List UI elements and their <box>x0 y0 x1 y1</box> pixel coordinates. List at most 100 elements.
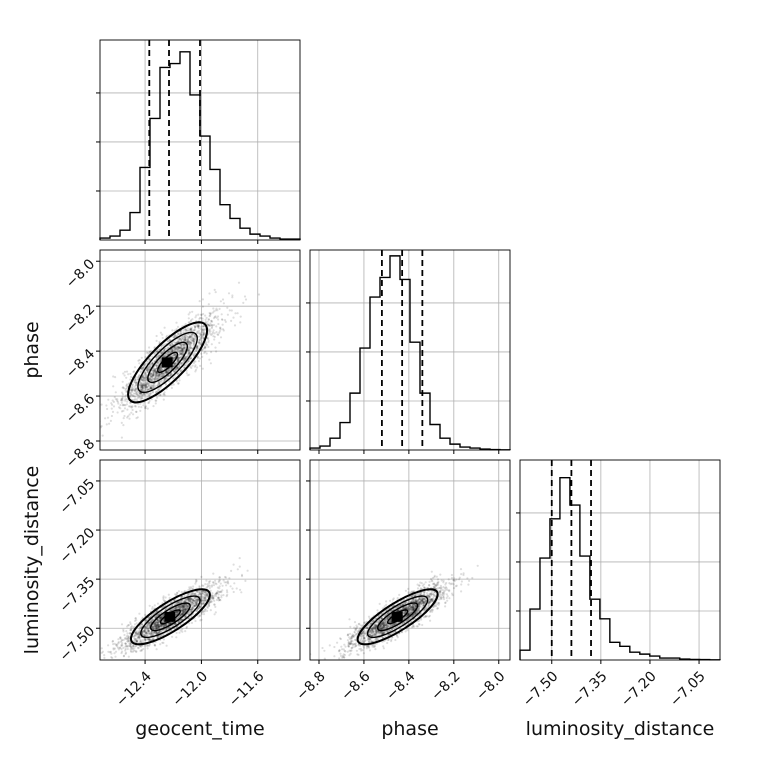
sample-point <box>128 632 131 635</box>
sample-point <box>176 366 179 369</box>
sample-point <box>189 597 193 600</box>
scatter-samples <box>310 564 479 660</box>
sample-point <box>129 395 132 399</box>
sample-point <box>176 372 179 375</box>
sample-point <box>144 638 148 642</box>
sample-point <box>183 605 186 608</box>
sample-point <box>118 406 121 409</box>
sample-point <box>231 296 234 299</box>
sample-point <box>213 603 216 606</box>
sample-point <box>117 648 120 651</box>
sample-point <box>179 370 182 373</box>
sample-point <box>147 638 150 641</box>
sample-point <box>135 634 138 637</box>
sample-point <box>201 602 204 606</box>
sample-point <box>161 372 164 376</box>
sample-point <box>183 609 186 612</box>
sample-point <box>182 329 185 332</box>
sample-point <box>176 358 180 361</box>
sample-point <box>383 631 386 634</box>
sample-point <box>188 373 191 376</box>
sample-point <box>186 341 189 344</box>
sample-point <box>208 292 211 295</box>
sample-point <box>110 652 113 655</box>
sample-point <box>182 605 185 608</box>
sample-point <box>389 599 392 602</box>
sample-point <box>188 598 191 601</box>
sample-point <box>183 356 187 359</box>
sample-point <box>185 372 188 375</box>
sample-point <box>123 407 127 410</box>
sample-point <box>159 643 162 646</box>
sample-point <box>180 362 183 365</box>
sample-point <box>159 393 162 396</box>
sample-point <box>139 386 143 389</box>
sample-point <box>201 333 204 336</box>
sample-point <box>137 394 140 397</box>
sample-point <box>129 391 132 394</box>
sample-point <box>163 623 166 626</box>
sample-point <box>222 579 225 582</box>
sample-point <box>165 371 168 374</box>
sample-point <box>173 353 176 356</box>
sample-point <box>157 619 160 622</box>
sample-point <box>382 623 385 626</box>
sample-point <box>155 373 158 376</box>
sample-point <box>190 601 193 605</box>
sample-point <box>177 339 180 342</box>
sample-point <box>184 358 187 361</box>
sample-point <box>110 407 113 410</box>
sample-point <box>182 608 185 611</box>
sample-point <box>192 337 195 341</box>
sample-point <box>186 374 189 377</box>
sample-point <box>182 605 186 608</box>
sample-point <box>199 595 202 598</box>
sample-point <box>163 629 166 632</box>
sample-point <box>365 647 368 650</box>
sample-point <box>141 393 144 396</box>
sample-point <box>202 599 205 603</box>
sample-point <box>204 596 207 600</box>
sample-point <box>340 645 343 648</box>
sample-point <box>136 393 139 396</box>
sample-point <box>155 626 158 629</box>
sample-point <box>184 338 187 341</box>
sample-point <box>221 318 224 321</box>
sample-point <box>141 375 144 378</box>
sample-point <box>145 374 148 377</box>
sample-point <box>190 604 193 607</box>
sample-point <box>150 373 153 376</box>
sample-point <box>163 372 166 375</box>
sample-point <box>196 347 199 350</box>
sample-point <box>154 624 157 627</box>
sample-point <box>151 625 154 628</box>
sample-point <box>210 333 213 337</box>
sample-point <box>181 609 185 612</box>
sample-point <box>396 609 399 613</box>
sample-point <box>160 375 163 378</box>
sample-point <box>149 634 152 637</box>
sample-point <box>138 634 141 637</box>
sample-point <box>159 358 162 361</box>
sample-point <box>221 298 225 301</box>
sample-point <box>173 348 176 351</box>
sample-point <box>198 590 201 593</box>
sample-point <box>197 327 200 330</box>
sample-point <box>185 604 188 607</box>
sample-point <box>162 623 165 627</box>
sample-point <box>177 605 180 608</box>
sample-point <box>195 604 198 607</box>
sample-point <box>133 380 136 383</box>
sample-point <box>124 642 127 645</box>
sample-point <box>154 373 157 376</box>
sample-point <box>170 373 173 376</box>
sample-point <box>203 333 206 336</box>
sample-point <box>103 654 106 657</box>
sample-point <box>145 386 148 389</box>
sample-point <box>179 604 182 607</box>
sample-point <box>189 600 192 603</box>
sample-point <box>218 579 222 582</box>
sample-point <box>184 338 187 341</box>
sample-point <box>194 600 197 603</box>
sample-point <box>146 388 149 391</box>
